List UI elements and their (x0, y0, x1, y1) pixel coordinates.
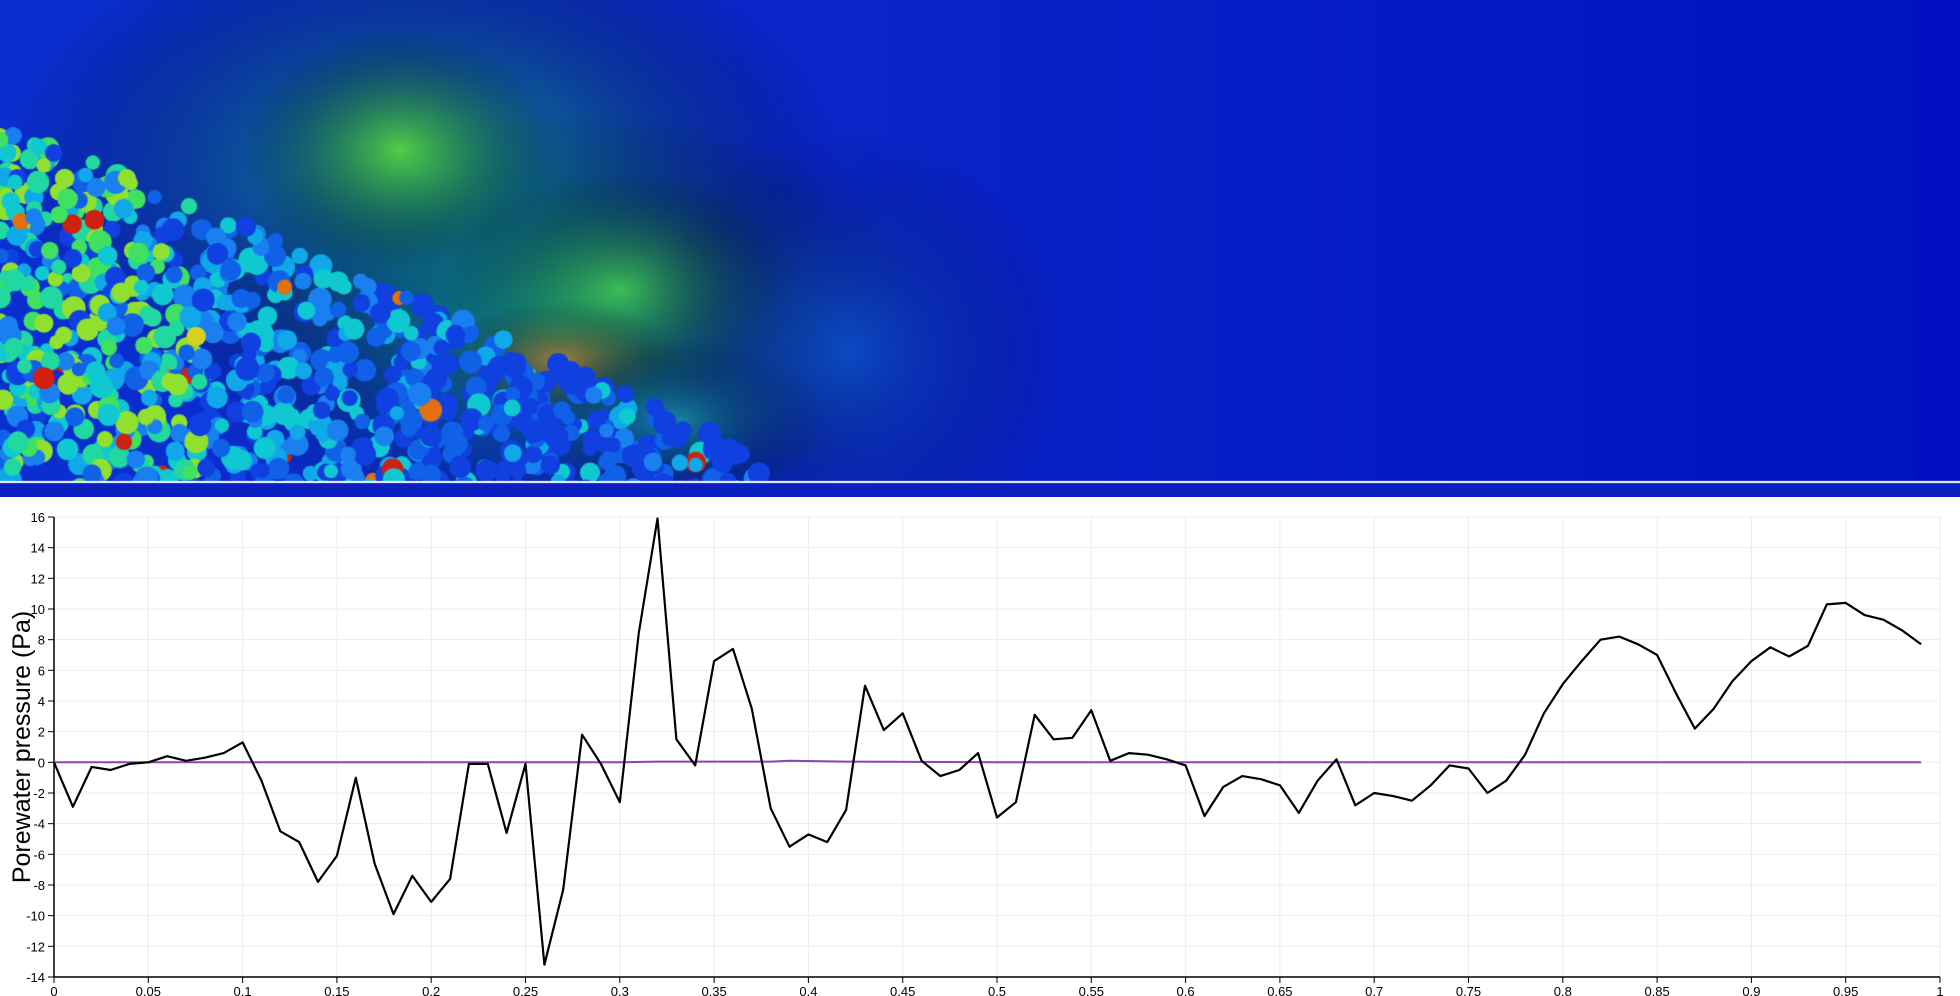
y-tick-label: -12 (26, 939, 45, 954)
y-tick-label: 4 (38, 694, 45, 709)
y-tick-label: 8 (38, 633, 45, 648)
y-tick-label: -10 (26, 909, 45, 924)
x-tick-label: 0.6 (1177, 984, 1195, 996)
porewater-pressure-chart: 0 0.05 0.1 0.15 0.2 0.25 0.3 0.35 0.4 0.45 0.5 0.55… (8, 510, 1944, 996)
y-axis-label: Porewater pressure (Pa) (8, 611, 36, 883)
y-tick-label: -14 (26, 970, 45, 985)
x-axis-ticks: 0 0.05 0.1 0.15 0.2 0.25 0.3 0.35 0.4 0.45 0.5 0.55… (50, 977, 1944, 996)
x-tick-label: 0.65 (1267, 984, 1292, 996)
x-tick-label: 0.95 (1833, 984, 1858, 996)
x-tick-label: 0.4 (799, 984, 817, 996)
x-tick-label: 1 (1936, 984, 1943, 996)
x-tick-label: 0.1 (234, 984, 252, 996)
x-tick-label: 0.5 (988, 984, 1006, 996)
x-tick-label: 0.2 (422, 984, 440, 996)
x-tick-label: 0.15 (324, 984, 349, 996)
y-axis-ticks: 16 14 12 10 8 6 4 2 0 -2 -4 -6 -8 -10 -12 -14 (26, 510, 54, 985)
x-tick-label: 0.8 (1554, 984, 1572, 996)
y-tick-label: 10 (31, 602, 45, 617)
y-tick-label: 0 (38, 755, 45, 770)
y-tick-label: -8 (33, 878, 45, 893)
x-tick-label: 0 (50, 984, 57, 996)
x-tick-label: 0.7 (1365, 984, 1383, 996)
y-tick-label: 16 (31, 510, 45, 525)
chart-grid (53, 516, 1941, 978)
y-tick-label: -4 (33, 817, 45, 832)
y-tick-label: -6 (33, 847, 45, 862)
y-tick-label: 14 (31, 541, 45, 556)
x-tick-label: 0.25 (513, 984, 538, 996)
x-tick-label: 0.05 (136, 984, 161, 996)
series-line (54, 759, 1922, 764)
series-line (52, 517, 1922, 966)
y-tick-label: 12 (31, 571, 45, 586)
x-tick-label: 0.45 (890, 984, 915, 996)
simulation-field-image (0, 0, 1960, 497)
chart-series (52, 517, 1922, 966)
y-tick-label: 6 (38, 663, 45, 678)
x-tick-label: 0.9 (1742, 984, 1760, 996)
x-tick-label: 0.55 (1079, 984, 1104, 996)
x-tick-label: 0.35 (701, 984, 726, 996)
x-tick-label: 0.3 (611, 984, 629, 996)
y-tick-label: 2 (38, 725, 45, 740)
x-tick-label: 0.85 (1644, 984, 1669, 996)
y-tick-label: -2 (33, 786, 45, 801)
x-tick-label: 0.75 (1456, 984, 1481, 996)
